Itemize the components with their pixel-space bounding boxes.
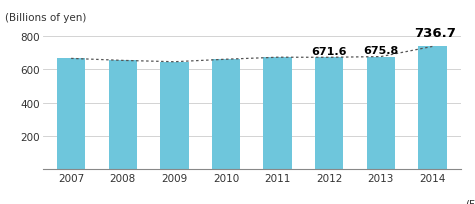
Bar <box>160 62 189 169</box>
Text: 736.7: 736.7 <box>414 27 456 40</box>
Text: 675.8: 675.8 <box>363 46 399 56</box>
Bar <box>367 57 395 169</box>
Bar <box>109 61 137 169</box>
Bar <box>315 58 343 169</box>
Bar <box>263 58 292 169</box>
Text: (FY): (FY) <box>465 198 475 204</box>
Text: 671.6: 671.6 <box>312 47 347 57</box>
Text: (Billions of yen): (Billions of yen) <box>5 13 86 23</box>
Bar <box>418 47 446 169</box>
Bar <box>57 59 86 169</box>
Bar <box>212 60 240 169</box>
